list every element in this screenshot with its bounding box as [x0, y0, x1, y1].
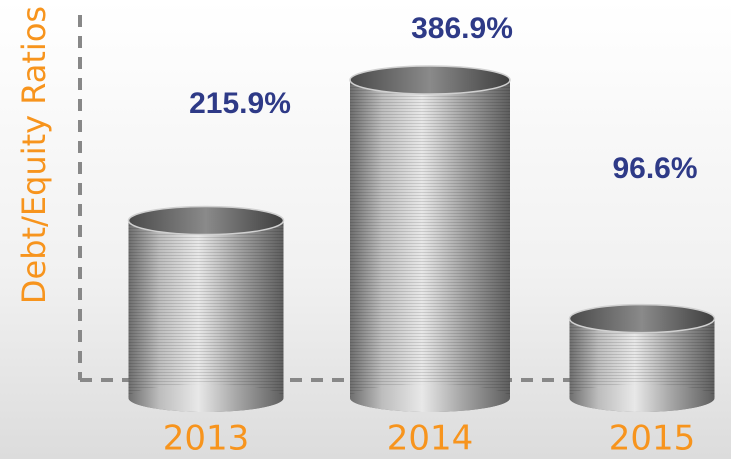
x-tick-label: 2015 [609, 419, 696, 459]
value-label: 96.6% [612, 152, 697, 185]
value-label: 215.9% [189, 87, 291, 120]
bar-texture [128, 220, 284, 398]
x-tick-label: 2013 [163, 419, 250, 459]
bar-texture [350, 80, 510, 398]
bar-base-fill [350, 397, 510, 398]
bar-base-fill [128, 397, 284, 398]
cylinder-top [127, 205, 285, 236]
cylinder-top [349, 65, 511, 95]
y-axis-label: Debt/Equity Ratios [15, 6, 53, 304]
value-label: 386.9% [411, 12, 513, 45]
cylinder-top [568, 303, 716, 334]
bar-base-fill [569, 397, 715, 398]
x-tick-label: 2014 [387, 419, 474, 459]
